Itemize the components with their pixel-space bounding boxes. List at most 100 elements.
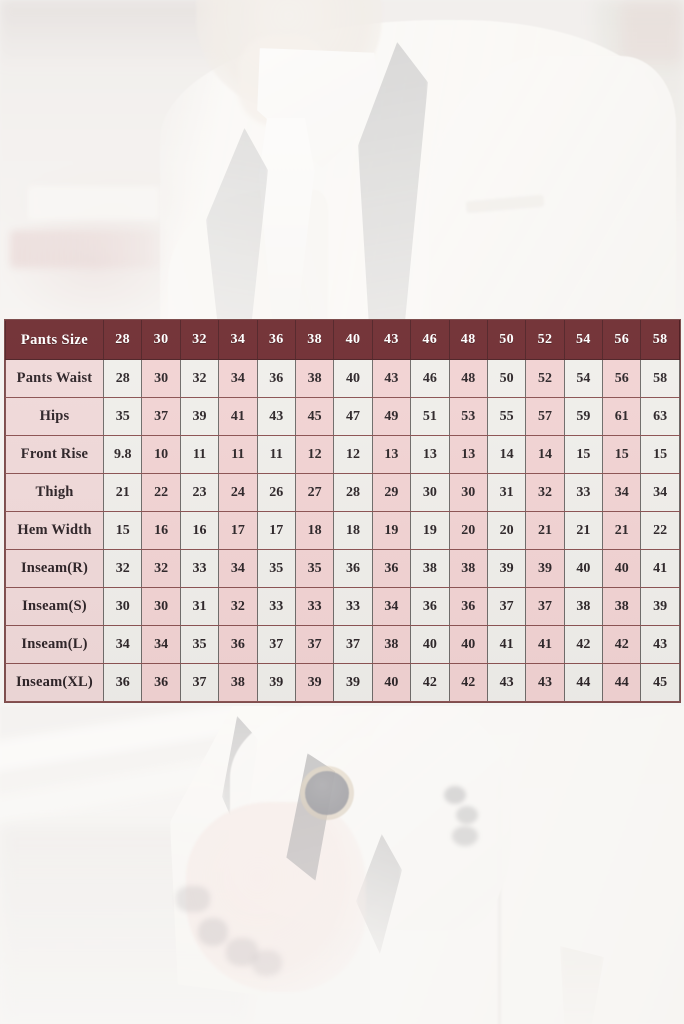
measurement-cell: 37 — [141, 397, 181, 436]
measurement-cell: 42 — [448, 663, 488, 702]
measurement-cell: 46 — [410, 359, 450, 398]
measurement-cell: 39 — [640, 587, 680, 626]
measurement-cell: 34 — [371, 587, 412, 626]
measurement-cell: 36 — [333, 549, 373, 588]
measurement-cell: 38 — [410, 549, 450, 588]
measurement-cell: 37 — [256, 625, 296, 664]
measurement-cell: 15 — [640, 435, 680, 474]
measurement-cell: 20 — [448, 511, 488, 550]
measurement-cell: 21 — [563, 511, 604, 550]
measurement-cell: 17 — [218, 511, 258, 550]
table-row: Hem Width 15 16 16 17 17 18 18 19 19 20 20 21 21 21 22 — [5, 511, 680, 550]
background-red-sign-icon — [10, 230, 170, 268]
measurement-cell: 21 — [602, 511, 642, 550]
measurement-cell: 36 — [448, 587, 488, 626]
measurement-cell: 58 — [640, 359, 680, 398]
size-column-header: 56 — [602, 320, 642, 360]
measurement-cell: 59 — [563, 397, 604, 436]
measurement-cell: 43 — [371, 359, 412, 398]
measurement-cell: 42 — [563, 625, 604, 664]
measurement-cell: 40 — [448, 625, 488, 664]
measurement-cell: 20 — [486, 511, 527, 550]
pants-size-chart-table: Pants Size 28 30 32 34 36 38 40 43 46 48 50 52 54 56 58… — [5, 320, 680, 702]
measurement-cell: 33 — [256, 587, 296, 626]
measurement-cell: 13 — [371, 435, 412, 474]
measurement-cell: 12 — [294, 435, 335, 474]
measurement-row-label: Hips — [5, 397, 104, 436]
size-column-header: 48 — [448, 320, 488, 360]
size-column-header: 58 — [640, 320, 680, 360]
measurement-cell: 38 — [448, 549, 488, 588]
measurement-cell: 56 — [602, 359, 642, 398]
measurement-cell: 34 — [602, 473, 642, 512]
measurement-cell: 36 — [218, 625, 258, 664]
measurement-cell: 30 — [141, 587, 181, 626]
measurement-row-label: Inseam(S) — [5, 587, 104, 626]
table-row: Inseam(XL) 36 36 37 38 39 39 39 40 42 42 43 43 44 44 45 — [5, 663, 680, 702]
measurement-cell: 40 — [563, 549, 604, 588]
measurement-cell: 37 — [179, 663, 220, 702]
finger-tattoo-icon — [198, 918, 228, 946]
measurement-cell: 39 — [294, 663, 335, 702]
table-row: Inseam(L) 34 34 35 36 37 37 37 38 40 40 41 41 42 42 43 — [5, 625, 680, 664]
measurement-cell: 32 — [218, 587, 258, 626]
measurement-cell: 32 — [179, 359, 220, 398]
measurement-cell: 35 — [294, 549, 335, 588]
top-photo-tuxedo — [0, 0, 684, 320]
measurement-cell: 27 — [294, 473, 335, 512]
measurement-cell: 48 — [448, 359, 488, 398]
measurement-cell: 36 — [141, 663, 181, 702]
measurement-cell: 34 — [218, 359, 258, 398]
measurement-cell: 30 — [102, 587, 143, 626]
measurement-cell: 11 — [179, 435, 220, 474]
measurement-cell: 38 — [602, 587, 642, 626]
measurement-cell: 14 — [486, 435, 527, 474]
measurement-cell: 31 — [179, 587, 220, 626]
measurement-cell: 14 — [525, 435, 565, 474]
finger-tattoo-icon — [176, 886, 210, 912]
size-column-header: 28 — [102, 320, 143, 360]
measurement-cell: 11 — [218, 435, 258, 474]
measurement-cell: 19 — [371, 511, 412, 550]
measurement-cell: 28 — [333, 473, 373, 512]
sleeve-button-icon — [456, 806, 478, 824]
background-sign-icon — [28, 186, 160, 220]
measurement-cell: 41 — [640, 549, 680, 588]
measurement-cell: 32 — [102, 549, 143, 588]
measurement-cell: 43 — [640, 625, 680, 664]
measurement-cell: 39 — [333, 663, 373, 702]
measurement-cell: 40 — [410, 625, 450, 664]
measurement-cell: 40 — [333, 359, 373, 398]
table-body: Pants Waist 28 30 32 34 36 38 40 43 46 48 50 52 54 56 5… — [5, 359, 680, 702]
size-column-header: 46 — [410, 320, 450, 360]
measurement-cell: 16 — [179, 511, 220, 550]
measurement-cell: 40 — [371, 663, 412, 702]
measurement-cell: 21 — [525, 511, 565, 550]
table-row: Pants Waist 28 30 32 34 36 38 40 43 46 48 50 52 54 56 5… — [5, 359, 680, 398]
measurement-cell: 33 — [179, 549, 220, 588]
measurement-cell: 13 — [410, 435, 450, 474]
measurement-cell: 39 — [179, 397, 220, 436]
measurement-cell: 9.8 — [102, 435, 143, 474]
size-column-header: 34 — [218, 320, 258, 360]
measurement-cell: 43 — [525, 663, 565, 702]
watch-dial-icon — [305, 771, 349, 815]
measurement-cell: 38 — [294, 359, 335, 398]
measurement-cell: 50 — [486, 359, 527, 398]
table-row: Thigh 21 22 23 24 26 27 28 29 30 30 31 32 33 34 34 — [5, 473, 680, 512]
table-row: Inseam(R) 32 32 33 34 35 35 36 36 38 38 39 39 40 40 41 — [5, 549, 680, 588]
measurement-cell: 23 — [179, 473, 220, 512]
size-column-header: 38 — [294, 320, 335, 360]
tuxedo-shoulder-icon — [430, 56, 676, 320]
size-column-header: 52 — [525, 320, 565, 360]
measurement-cell: 44 — [602, 663, 642, 702]
measurement-cell: 31 — [486, 473, 527, 512]
measurement-cell: 38 — [371, 625, 412, 664]
measurement-cell: 61 — [602, 397, 642, 436]
measurement-cell: 24 — [218, 473, 258, 512]
measurement-row-label: Pants Waist — [5, 359, 104, 398]
measurement-cell: 16 — [141, 511, 181, 550]
measurement-cell: 39 — [525, 549, 565, 588]
measurement-cell: 22 — [640, 511, 680, 550]
measurement-cell: 57 — [525, 397, 565, 436]
